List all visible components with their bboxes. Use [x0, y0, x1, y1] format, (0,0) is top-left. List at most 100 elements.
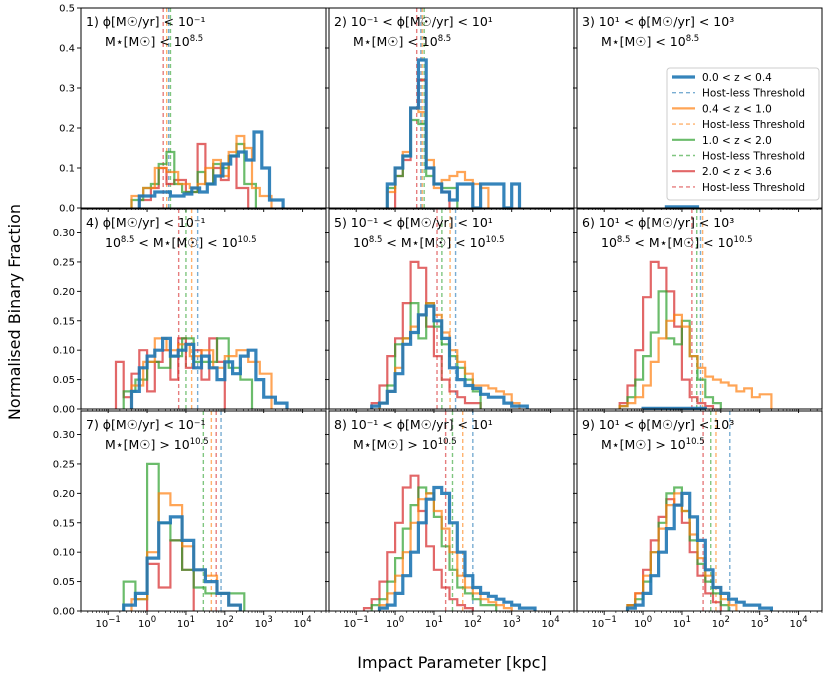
y-tick-label: 0.05 [53, 375, 75, 386]
panel-9: 10−1 100 101 102 103 104 9) 10¹ < ϕ[M☉/yr] < 1… [573, 410, 823, 630]
panel-label-line1: 5) 10⁻¹ < ϕ[M☉/yr] < 10¹ [334, 215, 493, 230]
y-tick-label: 0.30 [53, 430, 75, 441]
y-tick-label: 0.4 [59, 44, 75, 55]
legend-label: Host-less Threshold [702, 88, 805, 100]
x-tick-label: 101 [177, 615, 195, 630]
y-tick-label: 0.15 [53, 518, 75, 529]
legend-label: 0.4 < z < 1.0 [702, 103, 772, 115]
panel-label-line2: 108.5 < M⋆[M☉] < 1010.5 [105, 235, 256, 250]
y-tick-label: 0.15 [53, 316, 75, 327]
panel-label-line2: M⋆[M☉] < 108.5 [353, 34, 451, 49]
histogram-series-1 [377, 485, 537, 611]
panel-frame [328, 410, 575, 612]
legend: 0.0 < z < 0.4 Host-less Threshold 0.4 < z … [666, 67, 820, 201]
x-tick-label: 104 [294, 615, 312, 630]
histogram-series-3 [378, 302, 482, 409]
y-tick-label: 0.0 [59, 204, 75, 215]
y-tick-label: 0.10 [53, 548, 75, 559]
x-tick-label: 103 [503, 615, 521, 630]
x-tick-label: 100 [634, 615, 652, 630]
x-axis-label: Impact Parameter [kpc] [357, 653, 546, 672]
panel-label-line1: 2) 10⁻¹ < ϕ[M☉/yr] < 10¹ [334, 14, 493, 29]
histogram-series-3 [618, 290, 722, 409]
panel-frame [328, 7, 575, 209]
x-tick-label: 102 [464, 615, 482, 630]
panel-frame [576, 410, 823, 612]
y-tick-label: 0.2 [59, 124, 75, 135]
x-tick-label: 10−1 [344, 615, 369, 630]
x-tick-label: 100 [138, 615, 156, 630]
y-tick-label: 0.25 [53, 257, 75, 268]
legend-label: 0.0 < z < 0.4 [702, 72, 772, 84]
histogram-series-1 [129, 336, 289, 409]
panel-frame [576, 208, 823, 410]
panel-label-line1: 6) 10¹ < ϕ[M☉/yr] < 10³ [582, 215, 734, 230]
x-tick-label: 100 [386, 615, 404, 630]
histogram-series-1 [370, 304, 529, 409]
panel-label-line2: M⋆[M☉] < 108.5 [105, 34, 203, 49]
histogram-series-1 [664, 205, 700, 209]
histogram-series-4 [146, 539, 195, 611]
x-tick-label: 102 [216, 615, 234, 630]
histogram-series-2 [618, 313, 773, 409]
panel-1: 0.0 0.1 0.2 0.3 0.4 0.5 1) ϕ[M☉/yr] < 10⁻¹ M⋆[M… [59, 4, 327, 215]
panel-label-line1: 4) ϕ[M☉/yr] < 10⁻¹ [86, 215, 205, 230]
x-tick-label: 10−1 [592, 615, 617, 630]
panel-label-line2: 108.5 < M⋆[M☉] < 1010.5 [353, 235, 504, 250]
x-tick-label: 104 [790, 615, 808, 630]
legend-label: 1.0 < z < 2.0 [702, 135, 772, 147]
x-tick-label: 10−1 [96, 615, 121, 630]
histogram-series-2 [130, 134, 273, 208]
y-tick-label: 0.5 [59, 4, 75, 15]
x-tick-label: 101 [425, 615, 443, 630]
y-tick-label: 0.30 [53, 228, 75, 239]
y-tick-label: 0.20 [53, 489, 75, 500]
y-tick-label: 0.1 [59, 164, 75, 175]
panel-label-line1: 3) 10¹ < ϕ[M☉/yr] < 10³ [582, 14, 734, 29]
x-tick-label: 103 [751, 615, 769, 630]
y-tick-label: 0.20 [53, 287, 75, 298]
panel-label-line2: M⋆[M☉] > 1010.5 [353, 437, 457, 452]
panel-label-line2: M⋆[M☉] < 108.5 [601, 34, 699, 49]
panel-label-line2: M⋆[M☉] > 1010.5 [105, 437, 209, 452]
panel-3: 3) 10¹ < ϕ[M☉/yr] < 10³ M⋆[M☉] < 108.5 [573, 7, 823, 212]
panel-7: 10−1 100 101 102 103 104 0.00 0.05 0.10 0.15 0.20 0… [53, 410, 327, 630]
legend-label: 2.0 < z < 3.6 [702, 166, 772, 178]
legend-label: Host-less Threshold [702, 119, 805, 131]
panel-label-line2: 108.5 < M⋆[M☉] < 1010.5 [601, 235, 752, 250]
histogram-series-3 [122, 462, 246, 611]
x-tick-label: 103 [255, 615, 273, 630]
y-tick-label: 0.05 [53, 577, 75, 588]
x-tick-label: 101 [673, 615, 691, 630]
y-tick-label: 0.00 [53, 405, 75, 416]
y-tick-label: 0.10 [53, 346, 75, 357]
panel-frame [80, 7, 327, 209]
y-tick-label: 0.3 [59, 84, 75, 95]
panel-label-line1: 1) ϕ[M☉/yr] < 10⁻¹ [86, 14, 205, 29]
x-tick-label: 102 [712, 615, 730, 630]
y-tick-label: 0.00 [53, 607, 75, 618]
panel-label-line1: 9) 10¹ < ϕ[M☉/yr] < 10³ [582, 417, 734, 432]
y-tick-label: 0.25 [53, 459, 75, 470]
panel-2: 2) 10⁻¹ < ϕ[M☉/yr] < 10¹ M⋆[M☉] < 108.5 [325, 7, 575, 212]
histogram-series-2 [130, 337, 273, 409]
histogram-series-1 [122, 515, 242, 611]
panel-label-line1: 8) 10⁻¹ < ϕ[M☉/yr] < 10¹ [334, 417, 493, 432]
histogram-series-1 [385, 58, 522, 210]
legend-box [666, 67, 820, 201]
y-axis-label: Normalised Binary Fraction [5, 204, 24, 420]
legend-label: Host-less Threshold [702, 182, 805, 194]
panel-5: 5) 10⁻¹ < ϕ[M☉/yr] < 10¹ 108.5 < M⋆[M☉] <… [325, 208, 575, 413]
legend-label: Host-less Threshold [702, 151, 805, 163]
panel-frame [80, 410, 327, 612]
x-tick-label: 104 [542, 615, 560, 630]
panel-frame [576, 7, 823, 209]
histogram-series-1 [625, 491, 773, 611]
histogram-series-4 [370, 260, 482, 409]
panel-frame [80, 208, 327, 410]
panel-label-line1: 7) ϕ[M☉/yr] < 10⁻¹ [86, 417, 205, 432]
panel-label-line2: M⋆[M☉] > 1010.5 [601, 437, 705, 452]
panel-6: 6) 10¹ < ϕ[M☉/yr] < 10³ 108.5 < M⋆[M☉] < … [573, 208, 823, 413]
histogram-series-1 [137, 130, 285, 208]
